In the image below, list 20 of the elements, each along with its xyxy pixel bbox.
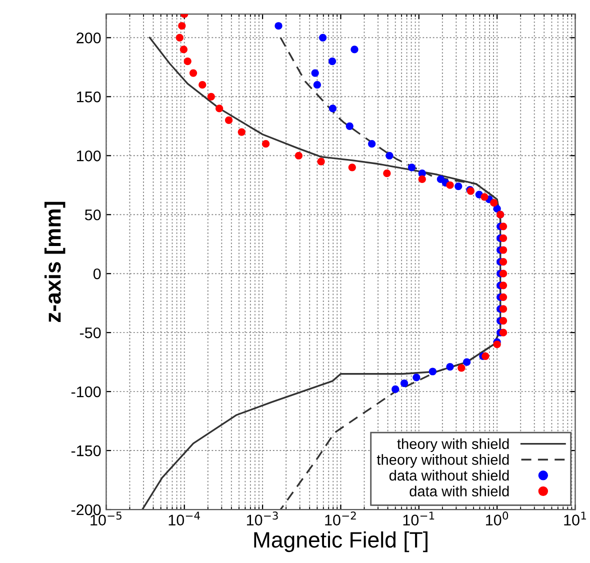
legend-label: data without shield — [389, 470, 509, 481]
x-tick-label: 10$^{0}$ — [486, 512, 508, 526]
y-tick-label: 150 — [77, 92, 101, 102]
y-tick-label: -100 — [71, 386, 101, 398]
y-axis-title: z-axis [mm] — [44, 202, 66, 322]
y-tick-label: -150 — [71, 445, 101, 456]
x-tick-label: 10$^{1}$ — [564, 512, 586, 526]
y-tick-label: -50 — [80, 327, 101, 338]
y-tick-label: 200 — [76, 32, 101, 44]
y-tick-label: 50 — [84, 209, 101, 220]
x-tick-label: 10$^{−3}$ — [246, 512, 278, 526]
legend-label: data with shield — [410, 486, 509, 496]
legend-label: theory without shield — [376, 454, 509, 468]
x-axis-title: Magnetic Field [T] — [254, 531, 428, 552]
x-tick-label: 10$^{−1}$ — [403, 512, 434, 526]
y-tick-label: 100 — [77, 150, 101, 162]
y-tick-label: 0 — [93, 268, 101, 280]
x-tick-label: 10$^{−4}$ — [168, 512, 200, 526]
legend-label: theory with shield — [397, 438, 509, 452]
x-tick-label: 10$^{−2}$ — [325, 512, 356, 526]
